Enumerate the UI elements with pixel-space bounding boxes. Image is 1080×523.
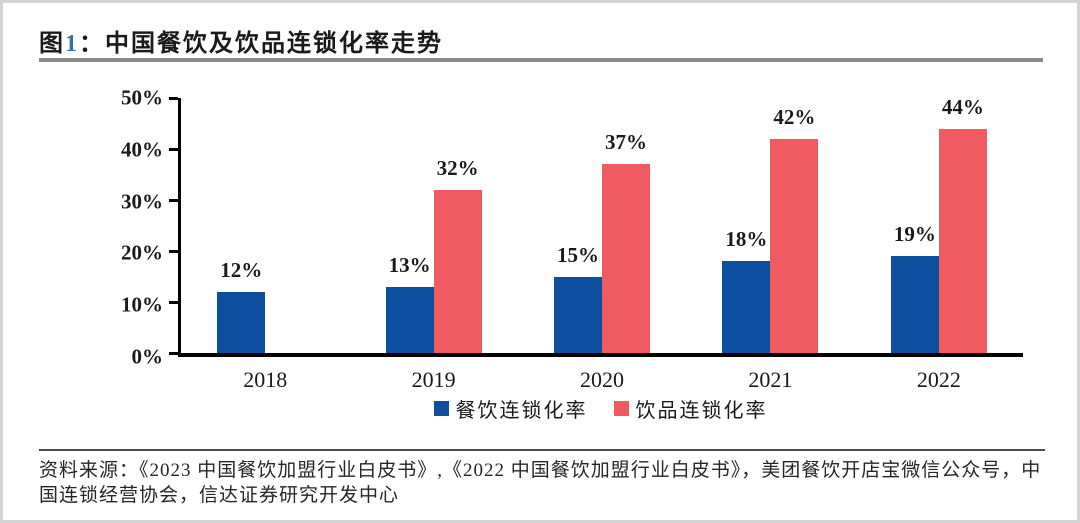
- bar-chart-plot: 12% 2018 13% 32% 2019 15% 37% 2020 18% 42% 2021 19%…: [169, 94, 1023, 392]
- figure-title: 图1：中国餐饮及饮品连锁化率走势: [39, 23, 443, 58]
- bar-group-2019: 13% 32% 2019: [349, 98, 517, 392]
- y-axis-label: 0%: [131, 344, 164, 369]
- legend-label-beverage: 饮品连锁化率: [635, 400, 768, 422]
- bar-group-2020: 15% 37% 2020: [518, 98, 686, 392]
- bar-value-label: 44%: [941, 94, 984, 119]
- legend-swatch-beverage: [613, 401, 629, 416]
- bar-slot-catering-2022: 19%: [890, 98, 939, 353]
- bar-beverage-2022: [938, 128, 987, 353]
- bar-catering-2022: [890, 256, 939, 353]
- source-line: 国连锁经营协会，信达证券研究开发中心: [39, 485, 400, 506]
- bar-slot-beverage-2022: 44%: [938, 94, 987, 353]
- bar-slot-beverage-2020: 37%: [602, 98, 651, 353]
- bar-slot-beverage-2021: 42%: [770, 98, 819, 353]
- legend-label-catering: 餐饮连锁化率: [455, 400, 588, 422]
- legend-item-catering: 餐饮连锁化率: [433, 394, 588, 423]
- y-axis-label: 50%: [121, 85, 163, 110]
- y-axis-label: 30%: [121, 189, 163, 214]
- figure-title-text: 中国餐饮及饮品连锁化率走势: [105, 31, 443, 57]
- bar-group-2021: 18% 42% 2021: [686, 98, 854, 392]
- y-axis-labels: 0% 10% 20% 30% 40% 50%: [93, 86, 163, 369]
- figure-label-prefix: 图: [39, 31, 65, 57]
- chart-legend: 餐饮连锁化率 饮品连锁化率: [178, 394, 1023, 423]
- bar-value-label: 37%: [605, 130, 648, 155]
- y-axis-tick: [169, 301, 178, 304]
- bar-slot-catering-2020: 15%: [554, 98, 603, 353]
- y-axis-tick: [169, 148, 178, 151]
- title-underline: [39, 58, 1043, 62]
- bar-slot-beverage-2018: [265, 98, 313, 353]
- x-axis-label: 2018: [243, 367, 288, 392]
- figure-label-colon: ：: [79, 31, 105, 57]
- bar-value-label: 18%: [725, 227, 768, 252]
- bar-slot-beverage-2019: 32%: [433, 98, 482, 353]
- y-axis-tick: [169, 250, 178, 253]
- bar-catering-2018: [217, 291, 266, 353]
- y-axis-label: 20%: [121, 240, 163, 265]
- x-axis-label: 2019: [411, 367, 456, 392]
- bar-value-label: 32%: [436, 155, 479, 180]
- y-axis-label: 10%: [121, 292, 163, 317]
- bar-value-label: 42%: [773, 104, 816, 129]
- bar-groups: 12% 2018 13% 32% 2019 15% 37% 2020 18% 42% 2021 19%…: [181, 94, 1023, 392]
- source-line: 资料来源：《2023 中国餐饮加盟行业白皮书》,《2022 中国餐饮加盟行业白皮…: [39, 460, 1042, 481]
- figure-number: 1: [65, 31, 79, 57]
- bar-slot-catering-2018: 12%: [217, 98, 266, 353]
- bar-beverage-2021: [770, 138, 819, 353]
- bar-catering-2021: [722, 261, 771, 353]
- bar-group-2018: 12% 2018: [181, 98, 349, 392]
- y-axis-tick: [169, 199, 178, 202]
- bar-catering-2020: [554, 276, 603, 353]
- bar-group-2022: 19% 44% 2022: [855, 94, 1023, 392]
- y-axis-label: 40%: [121, 137, 163, 162]
- bar-value-label: 15%: [557, 242, 600, 267]
- bar-value-label: 12%: [220, 257, 263, 282]
- x-axis-label: 2022: [916, 367, 961, 392]
- bar-value-label: 19%: [893, 222, 936, 247]
- source-divider: [39, 449, 1045, 451]
- bar-value-label: 13%: [388, 252, 431, 277]
- x-axis-label: 2020: [580, 367, 625, 392]
- source-note: 资料来源：《2023 中国餐饮加盟行业白皮书》,《2022 中国餐饮加盟行业白皮…: [39, 458, 1051, 508]
- legend-item-beverage: 饮品连锁化率: [613, 394, 768, 423]
- y-axis-tick: [169, 352, 178, 355]
- x-axis-label: 2021: [748, 367, 793, 392]
- y-axis-tick: [169, 97, 178, 100]
- legend-swatch-catering: [433, 401, 449, 416]
- bar-slot-catering-2019: 13%: [385, 98, 434, 353]
- bar-catering-2019: [385, 286, 434, 353]
- bar-beverage-2020: [602, 164, 651, 353]
- bar-slot-catering-2021: 18%: [722, 98, 771, 353]
- bar-beverage-2019: [433, 189, 482, 353]
